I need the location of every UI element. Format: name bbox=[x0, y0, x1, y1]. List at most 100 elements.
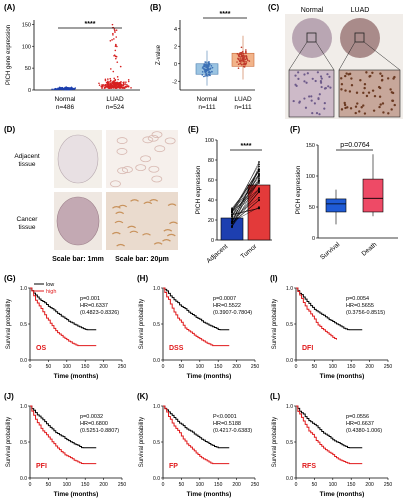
ihc-nucleus-normal bbox=[316, 71, 319, 74]
panel-a-point-luad bbox=[130, 87, 132, 89]
panel-a-point-luad bbox=[109, 79, 112, 82]
panel-a-point-luad bbox=[122, 84, 125, 86]
km-tick-label: 200 bbox=[232, 482, 241, 488]
ihc-nucleus-normal bbox=[306, 72, 309, 75]
panel-b-tick-label: 4 bbox=[174, 27, 177, 33]
km-curve-low bbox=[296, 287, 363, 331]
panel-b-letter: (B) bbox=[150, 3, 161, 12]
panel-d-letter: (D) bbox=[4, 125, 15, 134]
ihc-nucleus-luad bbox=[389, 88, 392, 91]
panel-e-point bbox=[258, 187, 260, 190]
km-stat-hr: HR=0.5522 bbox=[213, 303, 241, 309]
panel-a-tick-label: 0 bbox=[28, 88, 31, 94]
panel-a-point-luad bbox=[113, 38, 115, 40]
ihc-nucleus-luad bbox=[380, 79, 384, 82]
km-tick-label: 0.0 bbox=[20, 358, 27, 364]
panel-b-point-normal bbox=[203, 63, 206, 65]
km-tick-label: 50 bbox=[312, 364, 318, 370]
panel-e-point bbox=[258, 189, 260, 191]
panel-b-point-normal bbox=[209, 74, 211, 77]
ihc-nucleus-luad bbox=[393, 75, 396, 79]
ihc-nucleus-luad bbox=[365, 94, 369, 98]
km-tick-label: 50 bbox=[46, 364, 52, 370]
panel-a-point-luad bbox=[115, 36, 118, 38]
ihc-zoom-normal bbox=[288, 69, 335, 118]
ihc-nucleus-normal bbox=[311, 112, 314, 115]
panel-e-point bbox=[258, 161, 260, 163]
panel-a-point-normal bbox=[53, 88, 56, 91]
ihc-nucleus-luad bbox=[355, 91, 359, 94]
km-tick-label: 200 bbox=[232, 364, 241, 370]
km-tick-label: 250 bbox=[384, 364, 393, 370]
panel-e-point bbox=[258, 190, 260, 193]
panel-e-group: Tumor bbox=[240, 243, 259, 261]
panel-b-point-luad bbox=[239, 57, 242, 59]
alveolus bbox=[117, 167, 128, 175]
panel-e-pair-line bbox=[231, 161, 260, 217]
km-tick-label: 100 bbox=[63, 482, 72, 488]
panel-b-point-luad bbox=[236, 61, 238, 63]
panel-a-point-normal bbox=[51, 88, 53, 91]
ihc-nucleus-luad bbox=[391, 99, 395, 102]
panel-b-n: n=111 bbox=[234, 104, 252, 111]
panel-a-point-luad bbox=[113, 29, 116, 32]
ihc-nucleus-luad bbox=[340, 88, 343, 91]
alveolus bbox=[135, 164, 147, 172]
panel-f-tick-label: 100 bbox=[306, 174, 315, 180]
panel-a-point-luad bbox=[110, 84, 113, 87]
km-ylabel: Survival probability bbox=[139, 417, 145, 467]
panel-a-point-luad bbox=[119, 81, 122, 84]
km-curve-high bbox=[30, 405, 97, 465]
panel-b-point-luad bbox=[238, 54, 240, 56]
alveolus bbox=[140, 155, 151, 163]
panel-b-point-normal bbox=[204, 71, 207, 74]
panel-a-point-luad bbox=[109, 84, 111, 87]
km-curve-low bbox=[296, 405, 363, 449]
ihc-nucleus-luad bbox=[340, 83, 344, 86]
ihc-nucleus-luad bbox=[391, 91, 395, 95]
km-xlabel: Time (months) bbox=[54, 491, 99, 498]
panel-a-point-luad bbox=[112, 70, 115, 73]
panel-b-point-normal bbox=[208, 65, 210, 68]
panel-b-point-luad bbox=[237, 63, 240, 66]
panel-a-point-luad bbox=[126, 84, 128, 86]
panel-f-pval: p=0.0764 bbox=[340, 142, 369, 149]
panel-b-point-normal bbox=[205, 61, 207, 64]
ihc-nucleus-normal bbox=[317, 97, 320, 101]
km-stat-ci: (0.4823-0.8326) bbox=[80, 310, 119, 316]
alveolus bbox=[110, 180, 121, 188]
km-stat-ci: (0.4217-0.6383) bbox=[213, 428, 252, 434]
stained-gland bbox=[166, 233, 176, 237]
km-endpoint-label: FP bbox=[169, 463, 178, 470]
alveolus bbox=[151, 131, 163, 139]
ihc-nucleus-luad bbox=[379, 72, 382, 75]
panel-a-point-normal bbox=[58, 88, 60, 90]
km-stat-p: P<0.0001 bbox=[213, 414, 237, 420]
km-tick-label: 150 bbox=[347, 364, 356, 370]
stained-gland bbox=[116, 243, 125, 247]
ihc-nucleus-normal bbox=[305, 81, 308, 84]
panel-e-tick-label: 40 bbox=[208, 198, 214, 204]
panel-a-point-luad bbox=[107, 83, 110, 85]
panel-e-point bbox=[258, 168, 260, 171]
km-tick-label: 250 bbox=[251, 364, 260, 370]
stained-gland bbox=[163, 229, 173, 232]
ihc-nucleus-normal bbox=[297, 71, 300, 74]
panel-e-pair-line bbox=[231, 164, 260, 213]
panel-f-group: Death bbox=[360, 241, 378, 258]
panel-a-group: LUAD bbox=[106, 96, 124, 103]
ihc-nucleus-normal bbox=[328, 75, 331, 78]
panel-e-ylabel: PICH expression bbox=[195, 165, 202, 214]
km-letter: (K) bbox=[137, 392, 148, 401]
panel-a-point-luad bbox=[102, 84, 104, 86]
ihc-nucleus-normal bbox=[303, 97, 306, 100]
panel-a-point-luad bbox=[124, 85, 127, 88]
panel-e-pair-line bbox=[231, 197, 260, 220]
panel-a-point-luad bbox=[98, 82, 100, 85]
panel-e-tick-label: 100 bbox=[205, 138, 214, 144]
panel-e-pair-line bbox=[231, 191, 260, 224]
km-endpoint-label: RFS bbox=[302, 463, 316, 470]
panel-a-point-luad bbox=[119, 85, 121, 88]
panel-b-point-normal bbox=[205, 63, 207, 65]
km-tick-label: 100 bbox=[329, 482, 338, 488]
